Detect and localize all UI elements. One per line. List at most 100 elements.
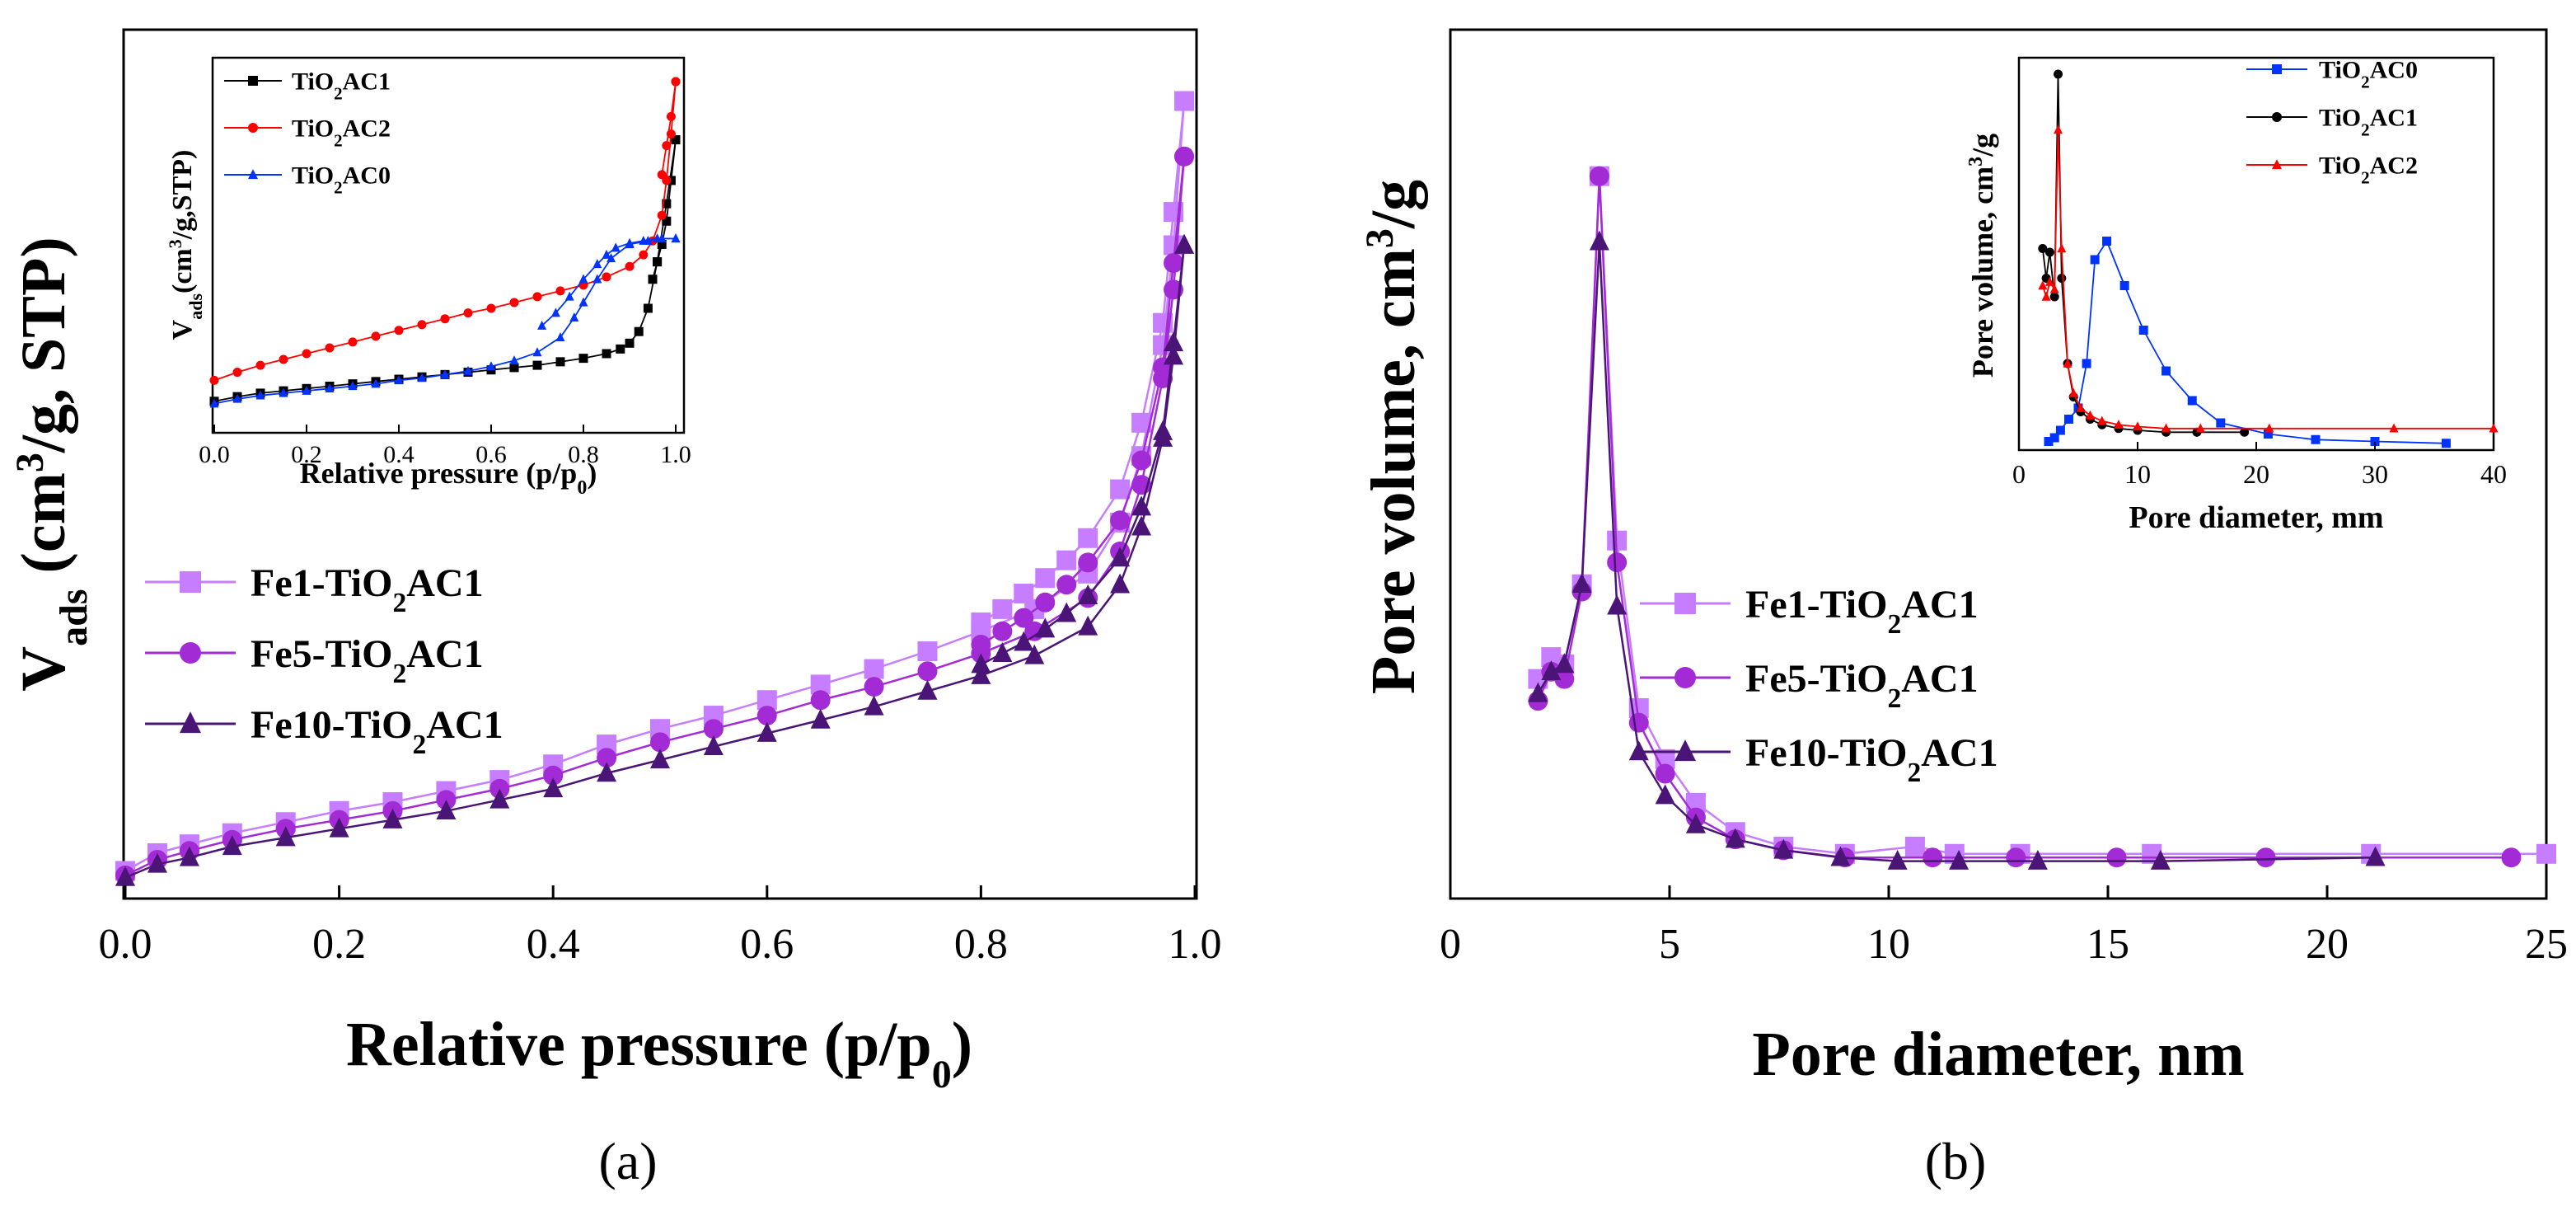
panel-b-inset-xtick-label: 30	[2362, 459, 2388, 489]
panel-b-inset-point	[2102, 237, 2112, 246]
panel-a-inset-point	[569, 312, 579, 322]
panel-b-inset-point	[2076, 402, 2086, 412]
panel-a-inset-point	[666, 111, 676, 121]
panel-a-xtick-label: 0.0	[99, 921, 152, 968]
panel-a-inset-point	[653, 233, 663, 243]
panel-a-inset-point	[671, 77, 681, 87]
panel-b-xtick-label: 25	[2525, 921, 2568, 968]
panel-b-xtick-label: 10	[1867, 921, 1910, 968]
panel-a-point	[489, 788, 510, 809]
panel-b-inset-curve-line-1	[2041, 73, 2245, 434]
panel-a-inset-point	[440, 314, 450, 324]
panel-b-inset-point	[2097, 415, 2107, 425]
panel-a: 0.0 0.2 0.4 0.6 0.8 1.0 Relative pressure (p/…	[8, 28, 1222, 1190]
panel-a-inset-point	[232, 393, 242, 403]
panel-a-inset-point	[671, 233, 681, 243]
panel-a-inset-xtick-label: 0.8	[568, 441, 599, 468]
panel-a-inset-frame	[211, 56, 686, 434]
panel-b-inset-point	[2138, 326, 2148, 335]
panel-a-inset-point	[564, 291, 574, 301]
panel-b-point	[1571, 573, 1592, 593]
panel-a-inset-point	[625, 261, 635, 271]
panel-a-inset-legend-label: TiO2AC1	[292, 68, 391, 104]
panel-a-inset-point	[634, 326, 644, 336]
panel-a-inset-adsorption-line-1	[213, 82, 677, 382]
panel-a-inset-point	[486, 361, 496, 371]
panel-b-point	[2006, 847, 2026, 868]
panel-a-inset-point	[348, 337, 358, 347]
panel-b-legend-label: Fe10-TiO2AC1	[1745, 731, 1998, 788]
panel-a-inset-x-axis: 0.0 0.2 0.4 0.6 0.8 1.0	[199, 425, 691, 468]
panel-a-xlabel: Relative pressure (p/p0)	[346, 1010, 972, 1096]
panel-b-point	[1904, 836, 1925, 857]
panel-a-point	[917, 661, 938, 682]
panel-a-inset-point	[532, 292, 542, 302]
panel-a-point	[1024, 644, 1045, 664]
panel-a-inset-point	[657, 170, 667, 180]
panel-a-point	[147, 852, 167, 873]
panel-a-inset-point	[232, 368, 242, 378]
panel-b-inset-curve-line-2	[2041, 129, 2494, 429]
panel-a-inset-xtick-label: 0.6	[475, 441, 507, 468]
panel-b-point	[1923, 847, 1943, 868]
panel-b-inset-point	[2044, 276, 2054, 286]
panel-b-point	[1554, 653, 1575, 674]
panel-a-inset-point	[602, 349, 611, 359]
panel-a-inset-point	[657, 210, 667, 220]
panel-a-inset-point	[625, 237, 635, 247]
panel-b-inset-point	[2489, 423, 2499, 433]
panel-a-plot-frame	[122, 28, 1198, 900]
panel-a-point	[864, 677, 884, 697]
panel-a-point	[1078, 528, 1098, 548]
panel-b-point	[1685, 792, 1706, 813]
panel-a-xtick-label: 1.0	[1169, 921, 1222, 968]
panel-b-point	[2150, 849, 2171, 870]
panel-a-inset-point	[394, 326, 404, 336]
panel-a-inset-point	[666, 176, 676, 185]
panel-a-point	[1110, 479, 1131, 500]
panel-b-point	[2501, 847, 2522, 868]
panel-b-inset-point	[2161, 366, 2171, 376]
panel-b-inset-point	[2049, 433, 2059, 443]
panel-b-inset-point	[2133, 421, 2143, 431]
panel-b-xtick-label: 0	[1440, 921, 1461, 968]
panel-b-point	[1554, 669, 1575, 689]
panel-a-point	[1131, 450, 1152, 471]
panel-a-inset-point	[509, 363, 519, 373]
panel-b-inset-legend-marker	[2272, 112, 2282, 122]
panel-b-inset-point	[2090, 255, 2100, 265]
panel-a-inset-point	[602, 272, 611, 282]
panel-b-inset-point	[2195, 423, 2205, 433]
panel-a-point	[1056, 550, 1077, 570]
panel-b-point	[1725, 828, 1745, 848]
panel-a-point	[1014, 631, 1034, 651]
panel-a-inset-point	[578, 274, 588, 284]
panel-a-point	[971, 653, 991, 674]
panel-a-inset-point	[348, 381, 358, 391]
panel-a-point	[992, 642, 1013, 662]
panel-b-inset-point	[2370, 437, 2380, 446]
panel-a-inset-point	[578, 354, 588, 364]
panel-b-xtick-label: 5	[1659, 921, 1680, 968]
panel-a-x-axis: 0.0 0.2 0.4 0.6 0.8 1.0	[99, 885, 1222, 968]
panel-b-legend-marker	[1674, 739, 1696, 762]
panel-a-series	[115, 91, 1195, 886]
panel-b-point	[2536, 843, 2556, 864]
panel-a-point	[864, 695, 884, 716]
panel-b-inset-legend-marker	[2272, 64, 2282, 74]
panel-b-x-axis: 0 5 10 15 20 25	[1440, 885, 2568, 968]
panel-b-inset-legend: TiO2AC0 TiO2AC1 TiO2AC2	[2246, 57, 2418, 188]
panel-a-inset-point	[625, 338, 635, 348]
panel-b-inset-point	[2044, 437, 2054, 446]
panel-b: 0 5 10 15 20 25 Pore diameter, nm Pore volume…	[1358, 28, 2568, 1190]
panel-b-point	[1830, 846, 1851, 866]
panel-a-inset-xtick-label: 0.4	[383, 441, 415, 468]
panel-a-point	[1174, 233, 1195, 254]
panel-a-inset-xtick-label: 0.0	[199, 441, 230, 468]
panel-a-point	[1164, 253, 1184, 274]
panel-a-inset-point	[394, 375, 404, 385]
panel-a-xtick-label: 0.2	[312, 921, 366, 968]
panel-a-point	[597, 762, 617, 782]
panel-b-point	[2255, 847, 2276, 868]
panel-a-inset-point	[325, 383, 335, 392]
